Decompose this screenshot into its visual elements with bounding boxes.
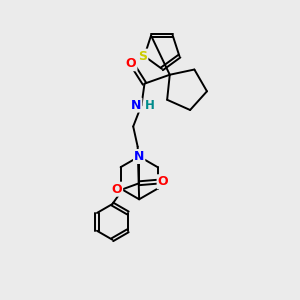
Text: N: N [134, 150, 144, 163]
Text: N: N [131, 99, 141, 112]
Text: O: O [126, 57, 136, 70]
Text: H: H [145, 99, 155, 112]
Text: O: O [158, 175, 168, 188]
Text: S: S [138, 50, 147, 63]
Text: O: O [112, 183, 122, 196]
